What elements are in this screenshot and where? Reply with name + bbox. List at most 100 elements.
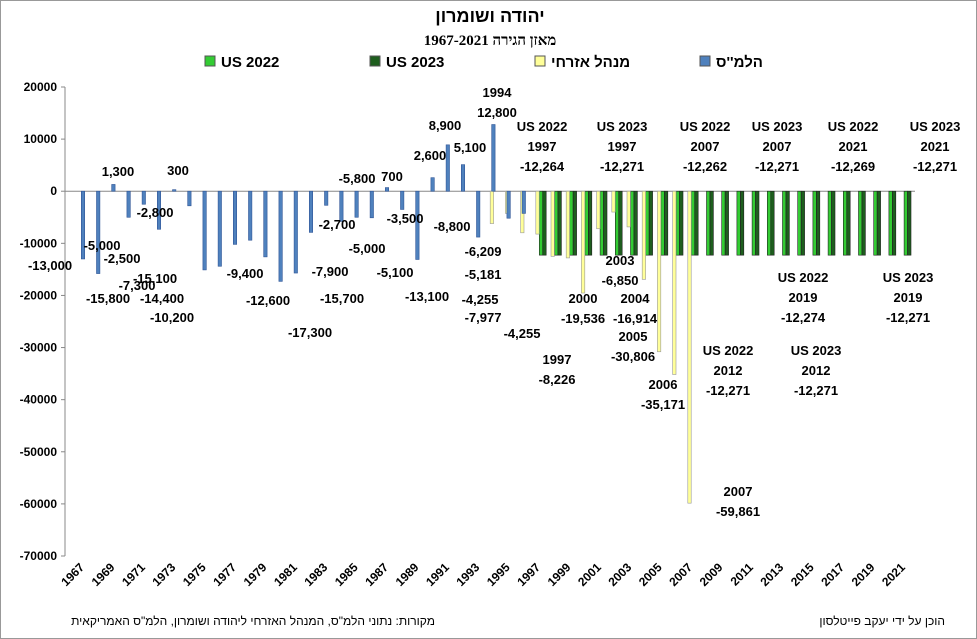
y-tick-label: 0 [50, 184, 57, 198]
legend-label: מנהל אזרחי [551, 54, 630, 71]
bar [384, 187, 389, 192]
bar [603, 190, 608, 256]
data-label: -4,255 [504, 326, 541, 341]
data-label: 1,300 [102, 164, 135, 179]
legend-swatch [699, 55, 711, 67]
data-label: -15,700 [320, 291, 364, 306]
bar [476, 190, 481, 238]
data-label: -7,900 [312, 264, 349, 279]
bar [581, 190, 586, 294]
y-tick-label: -60000 [20, 497, 58, 511]
data-label: -12,271 [706, 383, 750, 398]
data-label: -15,100 [133, 271, 177, 286]
legend-swatch [204, 55, 216, 67]
bar [596, 190, 601, 230]
bar [816, 190, 821, 256]
bar [626, 190, 631, 228]
bar [694, 190, 699, 256]
bar [611, 190, 616, 213]
data-label-title: 2012 [714, 363, 743, 378]
legend-swatch [369, 55, 381, 67]
data-label: -8,226 [539, 372, 576, 387]
bar [308, 190, 313, 233]
bar [675, 190, 680, 256]
bar [557, 190, 562, 256]
data-label: 12,800 [477, 105, 517, 120]
data-label: -10,200 [150, 310, 194, 325]
bar [797, 190, 802, 256]
bar [263, 190, 268, 258]
data-label-title: 1994 [483, 85, 513, 100]
data-label: -16,914 [613, 311, 658, 326]
bar [687, 190, 692, 504]
bar [672, 190, 677, 375]
data-label: -8,800 [434, 219, 471, 234]
bar [278, 190, 283, 282]
data-label: -30,806 [611, 349, 655, 364]
data-label-title: 1997 [543, 352, 572, 367]
data-label-title: 2012 [802, 363, 831, 378]
data-label: -9,400 [227, 266, 264, 281]
bar [630, 190, 635, 256]
data-label: -5,100 [377, 265, 414, 280]
bar [584, 190, 589, 256]
data-label: -12,262 [683, 159, 727, 174]
data-label: 2,600 [414, 148, 447, 163]
data-label: -12,274 [781, 310, 826, 325]
legend-label: US 2022 [221, 54, 279, 71]
bar [785, 190, 790, 256]
bar [460, 164, 465, 192]
bar [233, 190, 238, 245]
data-label: -13,100 [405, 289, 449, 304]
credit: הוכן על ידי יעקב פייטלסון [819, 614, 945, 628]
bar [709, 190, 714, 256]
bar [187, 190, 192, 207]
bar [535, 190, 540, 235]
bar [354, 190, 359, 218]
bar [157, 190, 162, 230]
source: מקורות: נתוני הלמ"ס, המנהל האזרחי ליהודה… [71, 614, 435, 628]
bar [657, 190, 662, 353]
bar [664, 190, 669, 256]
bar [660, 190, 665, 256]
data-label-title: 2003 [606, 253, 635, 268]
data-label-title: 2019 [789, 290, 818, 305]
bar [542, 190, 547, 256]
data-label: -2,800 [137, 205, 174, 220]
data-label: -59,861 [716, 504, 760, 519]
data-label-title: 2000 [569, 291, 598, 306]
data-label: -17,300 [288, 325, 332, 340]
data-label: -35,171 [641, 397, 685, 412]
bar [645, 190, 650, 256]
data-label-title: 1997 [608, 139, 637, 154]
legend-label: US 2023 [386, 54, 444, 71]
bar [766, 190, 771, 256]
bar [740, 190, 745, 256]
bar [126, 190, 131, 218]
data-label: -12,271 [886, 310, 930, 325]
bar [812, 190, 817, 256]
bar [554, 190, 559, 256]
bar [565, 190, 570, 259]
bar [679, 190, 684, 256]
bar [248, 190, 253, 241]
data-label: 8,900 [429, 118, 462, 133]
y-tick-label: -70000 [20, 549, 58, 563]
bar [842, 190, 847, 256]
data-label: 700 [381, 169, 403, 184]
bar [339, 190, 344, 222]
data-label-title: 2021 [921, 139, 950, 154]
data-label: -6,850 [602, 273, 639, 288]
bar [293, 190, 298, 274]
data-label: -12,271 [755, 159, 799, 174]
bar [724, 190, 729, 256]
bar [415, 190, 420, 260]
data-label: -12,269 [831, 159, 875, 174]
bar [614, 190, 619, 256]
data-label-title: 2006 [649, 377, 678, 392]
bar [588, 190, 593, 256]
data-label-title: US 2022 [517, 119, 568, 134]
data-label: -5,181 [465, 267, 502, 282]
bar [538, 190, 543, 256]
